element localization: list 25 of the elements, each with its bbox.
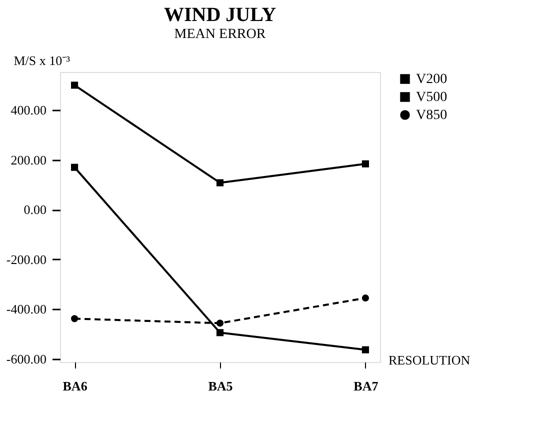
point	[71, 82, 78, 89]
point	[71, 315, 78, 322]
point	[71, 164, 78, 171]
chart-title: WIND JULY	[164, 4, 277, 26]
y-tick-label: -600.00	[6, 352, 46, 367]
y-axis-title: M/S x 10⁻³	[14, 53, 70, 68]
point	[362, 160, 369, 168]
point	[362, 346, 369, 354]
y-tick-label: -200.00	[6, 252, 46, 267]
y-tick-label: 200.00	[10, 152, 46, 168]
y-tick-label: 0.00	[24, 202, 46, 218]
x-axis-title: RESOLUTION	[388, 352, 471, 368]
legend-label: V200	[416, 72, 448, 87]
y-tick-label: -400.00	[6, 302, 46, 317]
x-tick-label: BA6	[62, 378, 88, 394]
x-tick-label: BA5	[208, 378, 234, 394]
y-tick-label: 400.00	[10, 102, 46, 118]
chart-subtitle: MEAN ERROR	[174, 27, 266, 42]
legend-label: V500	[416, 90, 448, 105]
point	[216, 179, 224, 186]
point	[216, 329, 224, 336]
point	[216, 320, 224, 327]
legend-label: V850	[416, 108, 448, 123]
x-tick-label: BA7	[354, 378, 379, 394]
point	[362, 294, 369, 302]
